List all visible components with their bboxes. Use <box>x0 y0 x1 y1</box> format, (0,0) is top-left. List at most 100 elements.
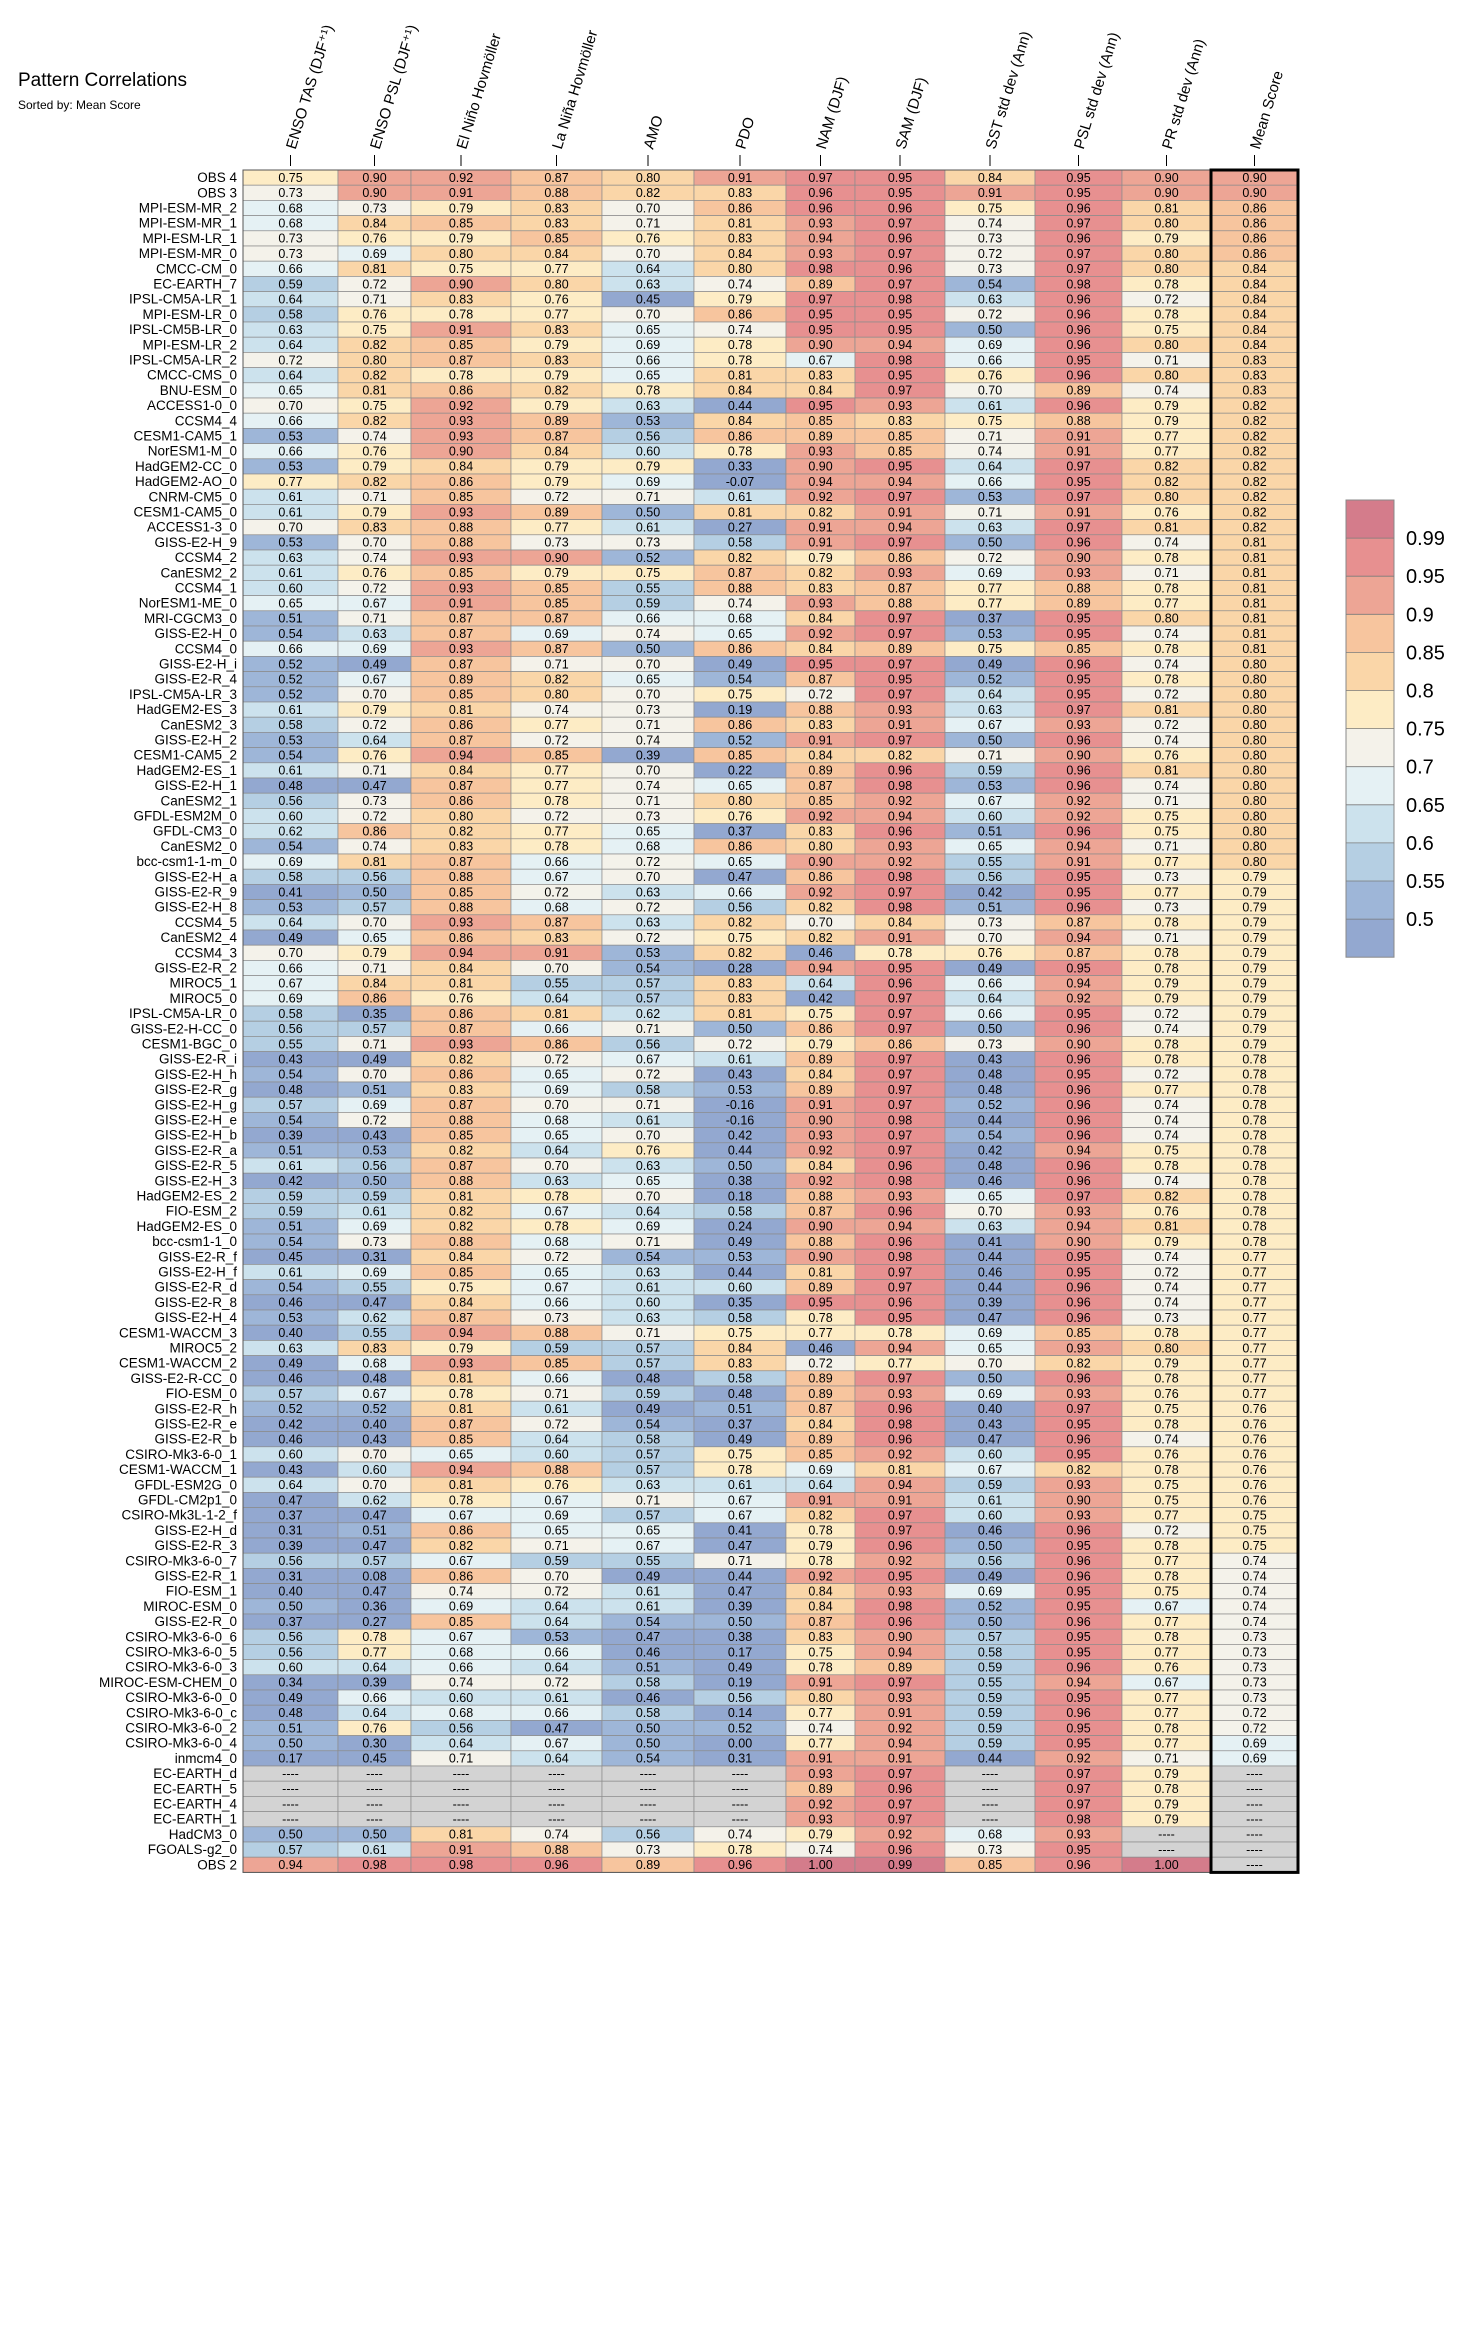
cell-value: 0.49 <box>362 1053 386 1067</box>
cell-value: 0.81 <box>449 1402 473 1416</box>
column-header: ENSO TAS (DJF⁺¹) <box>283 23 337 151</box>
cell-value: 0.95 <box>1066 1691 1090 1705</box>
cell-value: 0.27 <box>728 521 752 535</box>
cell-value: 0.96 <box>1066 369 1090 383</box>
cell-value: 0.78 <box>1154 1326 1178 1340</box>
cell-value: 0.74 <box>544 703 568 717</box>
cell-value: 0.91 <box>544 946 568 960</box>
cell-value: 0.75 <box>636 566 660 580</box>
cell-value: 0.93 <box>888 1691 912 1705</box>
cell-value: 0.88 <box>808 1189 832 1203</box>
row-label: ACCESS1-0_0 <box>147 398 237 413</box>
cell-value: ---- <box>282 1782 299 1796</box>
cell-value: 0.96 <box>1066 536 1090 550</box>
row-label: IPSL-CM5A-LR_1 <box>129 292 237 307</box>
cell-value: 0.97 <box>888 1007 912 1021</box>
cell-value: 0.79 <box>1242 1007 1266 1021</box>
cell-value: 0.57 <box>636 1509 660 1523</box>
cell-value: 0.86 <box>808 870 832 884</box>
cell-value: 0.56 <box>636 429 660 443</box>
cell-value: 0.97 <box>1066 217 1090 231</box>
column-header: SST std dev (Ann) <box>983 29 1035 151</box>
row-label: MPI-ESM-MR_0 <box>139 246 237 261</box>
cell-value: 0.75 <box>728 931 752 945</box>
cell-value: 0.78 <box>544 840 568 854</box>
cell-value: 0.19 <box>728 703 752 717</box>
row-label: MIROC-ESM_0 <box>143 1599 237 1614</box>
cell-value: 0.96 <box>888 262 912 276</box>
cell-value: 0.81 <box>449 977 473 991</box>
cell-value: 0.82 <box>449 1539 473 1553</box>
cell-value: 0.78 <box>1242 1235 1266 1249</box>
cell-value: 0.77 <box>1154 429 1178 443</box>
cell-value: 0.89 <box>808 1053 832 1067</box>
cell-value: 0.72 <box>1154 1265 1178 1279</box>
cell-value: 0.88 <box>449 901 473 915</box>
cell-value: 0.91 <box>449 323 473 337</box>
cell-value: 0.66 <box>728 885 752 899</box>
cell-value: 0.70 <box>636 657 660 671</box>
cell-value: 0.70 <box>808 916 832 930</box>
cell-value: 0.38 <box>728 1174 752 1188</box>
cell-value: 0.95 <box>1066 1250 1090 1264</box>
cell-value: 0.84 <box>808 1068 832 1082</box>
cell-value: 0.70 <box>362 536 386 550</box>
colorbar-segment <box>1346 652 1394 691</box>
cell-value: 0.78 <box>1242 1053 1266 1067</box>
cell-value: 0.67 <box>544 1737 568 1751</box>
cell-value: 0.92 <box>888 1554 912 1568</box>
row-label: CanESM2_4 <box>160 930 237 945</box>
cell-value: 0.82 <box>728 551 752 565</box>
cell-value: 0.86 <box>362 825 386 839</box>
cell-value: 0.87 <box>544 429 568 443</box>
cell-value: 0.69 <box>978 1387 1002 1401</box>
cell-value: 0.97 <box>888 247 912 261</box>
cell-value: 0.65 <box>728 855 752 869</box>
row-label: CESM1-BGC_0 <box>142 1037 237 1052</box>
cell-value: 0.85 <box>449 1615 473 1629</box>
cell-value: 0.98 <box>449 1858 473 1872</box>
cell-value: 0.57 <box>636 1357 660 1371</box>
cell-value: 0.79 <box>362 460 386 474</box>
cell-value: 0.60 <box>278 809 302 823</box>
cell-value: 0.40 <box>278 1585 302 1599</box>
row-label: GISS-E2-H_4 <box>154 1310 237 1325</box>
cell-value: 0.65 <box>362 931 386 945</box>
cell-value: 0.65 <box>728 779 752 793</box>
cell-value: 0.79 <box>1154 1797 1178 1811</box>
cell-value: 0.47 <box>636 1630 660 1644</box>
cell-value: 0.84 <box>728 384 752 398</box>
cell-value: 0.60 <box>978 1509 1002 1523</box>
cell-value: 0.61 <box>636 1585 660 1599</box>
cell-value: 0.82 <box>449 1144 473 1158</box>
cell-value: 0.96 <box>1066 1053 1090 1067</box>
cell-value: ---- <box>1246 1767 1263 1781</box>
cell-value: 0.81 <box>362 855 386 869</box>
cell-value: 0.93 <box>888 703 912 717</box>
cell-value: 0.94 <box>1066 1676 1090 1690</box>
cell-value: 0.52 <box>978 1600 1002 1614</box>
column-header: AMO <box>641 114 667 152</box>
cell-value: 0.65 <box>449 1448 473 1462</box>
cell-value: 0.93 <box>888 1585 912 1599</box>
cell-value: 0.77 <box>1154 1509 1178 1523</box>
cell-value: 0.78 <box>888 1326 912 1340</box>
cell-value: 0.68 <box>449 1706 473 1720</box>
cell-value: 0.76 <box>1242 1433 1266 1447</box>
cell-value: 0.70 <box>636 201 660 215</box>
cell-value: 0.84 <box>728 414 752 428</box>
row-label: CCSM4_4 <box>175 413 238 428</box>
cell-value: 0.93 <box>808 1767 832 1781</box>
cell-value: 0.48 <box>278 779 302 793</box>
cell-value: 0.78 <box>449 308 473 322</box>
cell-value: 0.78 <box>808 1661 832 1675</box>
cell-value: 0.78 <box>728 353 752 367</box>
cell-value: 0.72 <box>362 1113 386 1127</box>
cell-value: 0.65 <box>544 1265 568 1279</box>
cell-value: 0.96 <box>1066 1083 1090 1097</box>
chart-title: Pattern Correlations <box>18 70 187 91</box>
cell-value: 0.96 <box>1066 1661 1090 1675</box>
cell-value: 0.56 <box>978 870 1002 884</box>
cell-value: 0.54 <box>978 277 1002 291</box>
cell-value: 0.98 <box>1066 1813 1090 1827</box>
